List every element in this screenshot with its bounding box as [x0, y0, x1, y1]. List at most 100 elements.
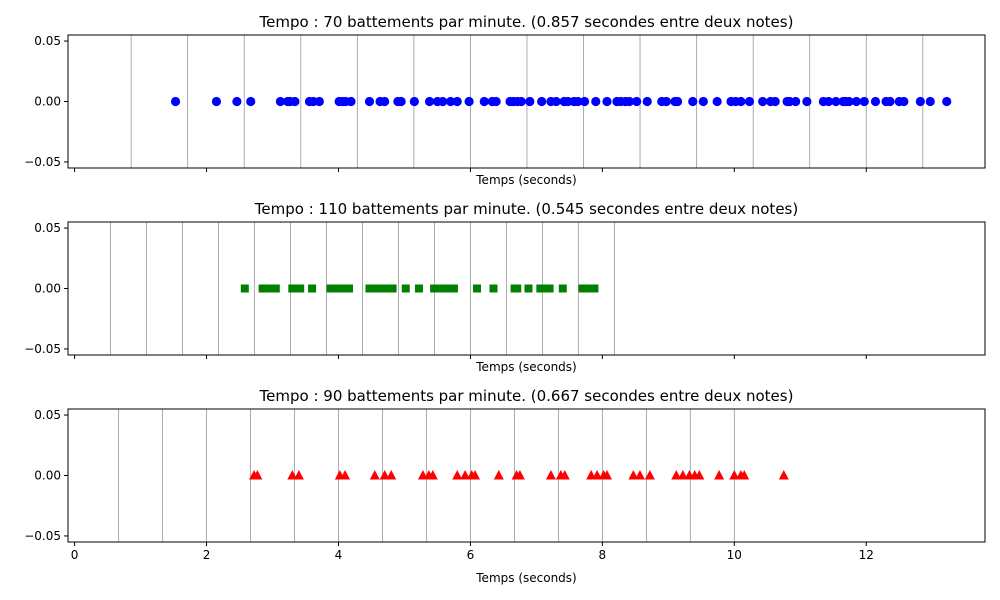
data-point — [739, 470, 750, 480]
axes-frame — [67, 408, 986, 543]
data-point — [537, 96, 547, 107]
data-point — [712, 96, 722, 107]
data-point — [345, 284, 354, 293]
data-point — [694, 470, 705, 480]
data-point — [211, 96, 222, 107]
data-point — [661, 96, 671, 107]
data-point — [698, 96, 708, 107]
data-point — [271, 284, 280, 293]
data-point — [491, 96, 501, 107]
data-point — [585, 284, 594, 293]
y-tick-label: 0.05 — [34, 408, 61, 422]
data-point — [440, 284, 449, 293]
data-point — [513, 284, 522, 293]
data-point — [473, 284, 482, 293]
data-point — [579, 96, 590, 107]
data-point — [444, 284, 453, 293]
y-tick-label: 0.00 — [34, 95, 61, 109]
data-point — [516, 96, 526, 107]
y-tick-label: 0.05 — [34, 221, 61, 235]
data-point — [601, 470, 612, 480]
y-tick-label: 0.00 — [34, 282, 61, 296]
data-point — [232, 96, 242, 107]
data-point — [409, 96, 419, 107]
data-point — [424, 96, 435, 107]
data-point — [899, 96, 909, 107]
data-point — [434, 284, 443, 293]
y-tick-label: 0.00 — [34, 469, 61, 483]
data-point — [339, 284, 348, 293]
data-point — [632, 96, 642, 107]
x-axis-label: Temps (seconds) — [475, 173, 576, 187]
data-point — [374, 284, 383, 293]
data-point — [592, 470, 603, 480]
y-tick-label: −0.05 — [24, 155, 61, 169]
data-point — [525, 96, 535, 107]
data-point — [240, 284, 249, 293]
data-point — [330, 284, 339, 293]
data-point — [446, 96, 456, 107]
data-point — [545, 470, 556, 480]
y-tick-label: 0.05 — [34, 34, 61, 48]
data-point — [430, 284, 439, 293]
data-point — [672, 96, 683, 107]
data-point — [364, 96, 375, 107]
data-point — [493, 470, 504, 480]
data-point — [388, 284, 397, 293]
data-point — [261, 284, 270, 293]
data-point — [288, 284, 297, 293]
data-point — [591, 96, 601, 107]
data-point — [452, 96, 462, 107]
data-point — [296, 284, 305, 293]
data-point — [859, 96, 869, 107]
data-point — [290, 96, 300, 107]
data-point — [644, 470, 655, 480]
data-point — [545, 284, 554, 293]
data-point — [275, 96, 286, 107]
data-point — [379, 470, 390, 480]
data-point — [915, 96, 925, 107]
subplot-1: Tempo : 70 battements par minute. (0.857… — [24, 13, 986, 187]
subplot-title: Tempo : 90 battements par minute. (0.667… — [259, 387, 794, 405]
x-tick-label: 6 — [467, 548, 475, 562]
x-axis-label: Temps (seconds) — [475, 571, 576, 585]
data-point — [671, 470, 682, 480]
data-point — [578, 284, 587, 293]
data-point — [381, 284, 390, 293]
data-point — [778, 470, 789, 480]
data-point — [677, 470, 688, 480]
data-point — [642, 96, 652, 107]
data-point — [489, 284, 498, 293]
data-point — [252, 470, 263, 480]
data-point — [396, 96, 406, 107]
data-point — [449, 284, 458, 293]
data-point — [452, 470, 463, 480]
data-point — [470, 470, 481, 480]
data-point — [770, 96, 780, 107]
data-point — [758, 96, 768, 107]
y-tick-label: −0.05 — [24, 529, 61, 543]
data-point — [942, 96, 952, 107]
x-tick-label: 10 — [727, 548, 742, 562]
data-point — [464, 96, 474, 107]
data-point — [340, 470, 351, 480]
data-point — [925, 96, 935, 107]
data-point — [885, 96, 895, 107]
subplot-title: Tempo : 110 battements par minute. (0.54… — [254, 200, 798, 218]
x-tick-label: 0 — [71, 548, 79, 562]
data-point — [573, 96, 583, 107]
data-point — [368, 284, 377, 293]
data-point — [246, 96, 256, 107]
data-point — [802, 96, 812, 107]
data-point — [714, 470, 725, 480]
data-point — [831, 96, 841, 107]
data-point — [551, 96, 561, 107]
data-point — [287, 470, 298, 480]
data-point — [308, 284, 317, 293]
data-point — [536, 284, 545, 293]
data-point — [824, 96, 834, 107]
x-tick-label: 2 — [203, 548, 211, 562]
data-point — [791, 96, 801, 107]
data-point — [266, 284, 275, 293]
data-point — [602, 96, 612, 107]
